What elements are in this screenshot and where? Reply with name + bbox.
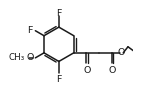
Text: O: O xyxy=(83,66,91,75)
Text: O: O xyxy=(109,66,116,75)
Text: O: O xyxy=(118,48,125,57)
Text: F: F xyxy=(56,9,62,18)
Text: F: F xyxy=(28,26,33,35)
Text: F: F xyxy=(56,75,62,84)
Text: O: O xyxy=(27,53,34,62)
Text: CH₃: CH₃ xyxy=(9,53,25,62)
